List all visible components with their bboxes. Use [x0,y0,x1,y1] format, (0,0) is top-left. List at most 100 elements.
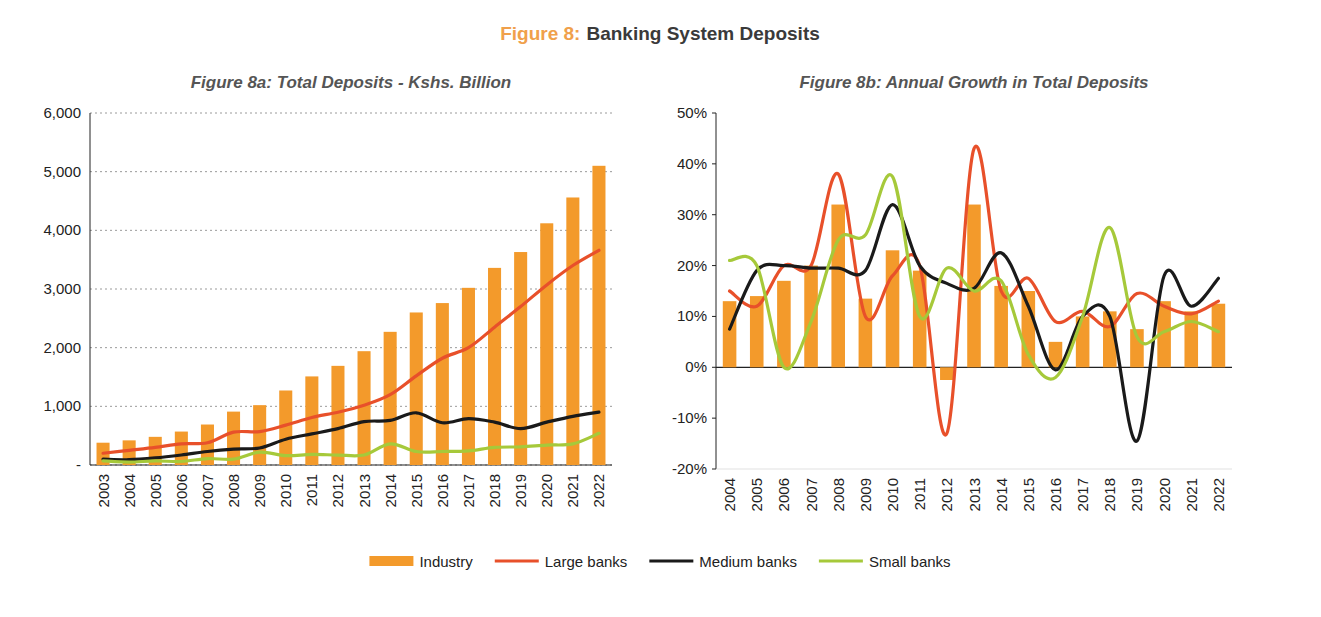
legend-swatch [369,556,413,566]
y-tick-label: 5,000 [43,163,81,180]
x-tick-label: 2016 [1047,478,1064,511]
bar-series: Industry [97,166,606,465]
grid-line [90,406,612,407]
line: Medium banks [103,412,599,460]
x-tick-label: 2014 [382,474,399,507]
bar [859,299,873,368]
grid-line [90,465,612,466]
legend-label: Medium banks [699,553,797,570]
line: Small banks [103,433,599,462]
x-tick-label: 2018 [486,474,503,507]
x-tick-label: 2022 [590,474,607,507]
y-tick-label: 30% [677,206,707,223]
bar [462,288,475,465]
bar [723,301,737,367]
x-tick-label: 2014 [993,478,1010,511]
legend-label: Small banks [869,553,951,570]
tick-mark [712,214,716,215]
line: Large banks [730,146,1219,435]
figure-title: Figure 8: Banking System Deposits [500,23,820,44]
x-tick-label: 2021 [1183,478,1200,511]
x-tick-label: 2017 [1074,478,1091,511]
bar [566,197,579,465]
bar [253,405,266,465]
grid-line [90,171,612,172]
y-tick-label: 2,000 [43,339,81,356]
tick-mark [712,418,716,419]
x-tick-label: 2006 [775,478,792,511]
x-tick-label: 2010 [884,478,901,511]
chart-title: Figure 8b: Annual Growth in Total Deposi… [799,73,1148,92]
grid-line [90,347,612,348]
line: Small banks [730,175,1219,379]
x-axis [90,464,612,465]
x-tick-label: 2005 [748,478,765,511]
y-tick-label: -20% [672,460,707,477]
bar [592,166,605,465]
x-tick-label: 2011 [911,478,928,510]
tick-mark [712,163,716,164]
x-tick-label: 2015 [408,474,425,507]
x-tick-label: 2018 [1101,478,1118,511]
bar [305,376,318,465]
x-tick-label: 2008 [225,474,242,507]
figure-label: Figure 8: [500,23,580,44]
grid-line [90,289,612,290]
y-tick-label: 4,000 [43,221,81,238]
y-tick-label: - [76,456,81,473]
x-tick-label: 2021 [564,474,581,507]
x-tick-label: 2022 [1210,478,1227,511]
bar [940,367,954,380]
bar [410,312,423,465]
bar [488,268,501,465]
legend-label: Large banks [545,553,628,570]
x-tick-label: 2004 [121,474,138,507]
x-tick-label: 2006 [173,474,190,507]
y-tick-label: 40% [677,155,707,172]
x-tick-label: 2020 [1156,478,1173,511]
grid-line [90,113,612,114]
bar [831,205,845,368]
legend-label: Industry [419,553,473,570]
x-tick-label: 2012 [938,478,955,511]
plot-area: IndustryLarge banksMedium banksSmall ban… [723,146,1225,441]
figure: Figure 8:Banking System DepositsFigure 8… [0,0,1321,617]
tick-mark [712,265,716,266]
x-tick-label: 2008 [830,478,847,511]
x-tick-label: 2019 [1128,478,1145,511]
legend: Industry Large banks Medium banks Small ban… [369,553,950,570]
x-tick-label: 2005 [147,474,164,507]
y-tick-label: 1,000 [43,397,81,414]
bar [540,223,553,465]
tick-mark [712,113,716,114]
x-tick-label: 2013 [966,478,983,511]
x-tick-label: 2003 [95,474,112,507]
legend-swatch [495,559,539,562]
grid-line [90,230,612,231]
bar [1184,311,1198,367]
y-axis [716,113,717,469]
figure-title-text: Banking System Deposits [586,23,819,44]
bar [804,266,818,368]
line: Medium banks [730,205,1219,442]
tick-mark [712,367,716,368]
line: Large banks [103,250,599,453]
x-tick-label: 2010 [277,474,294,507]
x-tick-label: 2007 [803,478,820,511]
legend-swatch [649,559,693,562]
bar [1212,304,1226,368]
tick-mark [712,316,716,317]
y-tick-label: 3,000 [43,280,81,297]
bar [514,252,527,465]
x-tick-label: 2017 [460,474,477,507]
y-tick-label: 20% [677,257,707,274]
x-tick-label: 2013 [356,474,373,507]
x-tick-label: 2009 [857,478,874,511]
y-tick-label: 6,000 [43,104,81,121]
chart: Figure 8b: Annual Growth in Total Deposi… [672,73,1232,511]
tick-mark [712,469,716,470]
x-tick-label: 2020 [538,474,555,507]
legend-swatch [819,559,863,562]
plot-area: IndustryLarge banksMedium banksSmall ban… [97,166,606,465]
bar [331,366,344,465]
